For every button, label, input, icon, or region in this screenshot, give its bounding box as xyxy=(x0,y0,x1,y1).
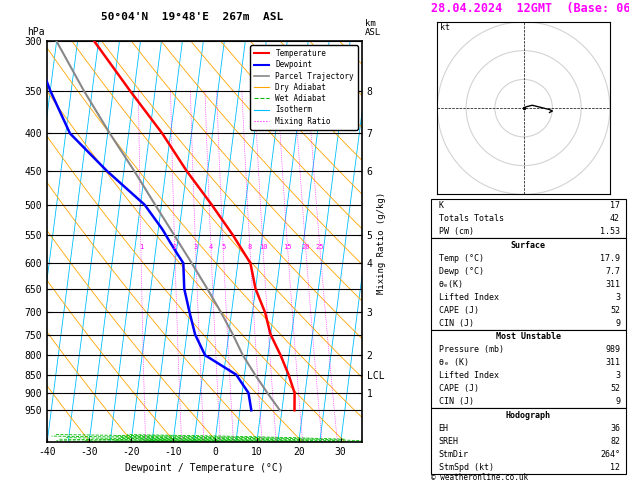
X-axis label: Dewpoint / Temperature (°C): Dewpoint / Temperature (°C) xyxy=(125,463,284,473)
Text: 12: 12 xyxy=(610,463,620,472)
Text: Lifted Index: Lifted Index xyxy=(438,371,499,380)
Text: CIN (J): CIN (J) xyxy=(438,319,474,328)
Text: Surface: Surface xyxy=(511,241,546,249)
Text: 52: 52 xyxy=(610,306,620,315)
Text: 1.53: 1.53 xyxy=(600,227,620,237)
Text: 2: 2 xyxy=(172,243,177,249)
Text: PW (cm): PW (cm) xyxy=(438,227,474,237)
Text: CAPE (J): CAPE (J) xyxy=(438,384,479,393)
Text: km
ASL: km ASL xyxy=(365,19,381,37)
Text: 3: 3 xyxy=(194,243,198,249)
Text: © weatheronline.co.uk: © weatheronline.co.uk xyxy=(431,473,528,482)
Text: 5: 5 xyxy=(221,243,225,249)
Text: 311: 311 xyxy=(605,280,620,289)
Legend: Temperature, Dewpoint, Parcel Trajectory, Dry Adiabat, Wet Adiabat, Isotherm, Mi: Temperature, Dewpoint, Parcel Trajectory… xyxy=(250,45,358,129)
Text: 17: 17 xyxy=(610,201,620,210)
Text: 50°04'N  19°48'E  267m  ASL: 50°04'N 19°48'E 267m ASL xyxy=(101,12,283,22)
Text: θₑ(K): θₑ(K) xyxy=(438,280,464,289)
Text: 10: 10 xyxy=(259,243,267,249)
Text: 82: 82 xyxy=(610,436,620,446)
Text: θₑ (K): θₑ (K) xyxy=(438,358,469,367)
Text: 20: 20 xyxy=(301,243,310,249)
Text: StmSpd (kt): StmSpd (kt) xyxy=(438,463,494,472)
Text: 17.9: 17.9 xyxy=(600,254,620,262)
Text: K: K xyxy=(438,201,443,210)
Text: 28.04.2024  12GMT  (Base: 06): 28.04.2024 12GMT (Base: 06) xyxy=(431,2,629,16)
Text: 42: 42 xyxy=(610,214,620,224)
Text: Temp (°C): Temp (°C) xyxy=(438,254,484,262)
Text: 15: 15 xyxy=(284,243,292,249)
Text: Hodograph: Hodograph xyxy=(506,411,551,419)
Text: Dewp (°C): Dewp (°C) xyxy=(438,267,484,276)
Text: 25: 25 xyxy=(316,243,325,249)
Text: Lifted Index: Lifted Index xyxy=(438,293,499,302)
Text: 311: 311 xyxy=(605,358,620,367)
Text: 989: 989 xyxy=(605,345,620,354)
Text: 1: 1 xyxy=(139,243,143,249)
Text: Pressure (mb): Pressure (mb) xyxy=(438,345,504,354)
Bar xyxy=(431,239,626,330)
Bar xyxy=(431,199,626,239)
Bar xyxy=(431,330,626,408)
Text: 7.7: 7.7 xyxy=(605,267,620,276)
Text: kt: kt xyxy=(440,23,450,33)
Bar xyxy=(431,408,626,474)
Text: 52: 52 xyxy=(610,384,620,393)
Text: EH: EH xyxy=(438,424,448,433)
Text: 9: 9 xyxy=(615,319,620,328)
Text: 3: 3 xyxy=(615,293,620,302)
Text: 36: 36 xyxy=(610,424,620,433)
Text: Mixing Ratio (g/kg): Mixing Ratio (g/kg) xyxy=(377,192,386,294)
Text: 3: 3 xyxy=(615,371,620,380)
Text: CAPE (J): CAPE (J) xyxy=(438,306,479,315)
Text: 4: 4 xyxy=(209,243,213,249)
Text: Totals Totals: Totals Totals xyxy=(438,214,504,224)
Text: CIN (J): CIN (J) xyxy=(438,398,474,406)
Text: hPa: hPa xyxy=(26,27,45,37)
Text: Most Unstable: Most Unstable xyxy=(496,332,561,341)
Text: 264°: 264° xyxy=(600,450,620,459)
Text: 9: 9 xyxy=(615,398,620,406)
Text: SREH: SREH xyxy=(438,436,459,446)
Text: StmDir: StmDir xyxy=(438,450,469,459)
Text: 8: 8 xyxy=(248,243,252,249)
